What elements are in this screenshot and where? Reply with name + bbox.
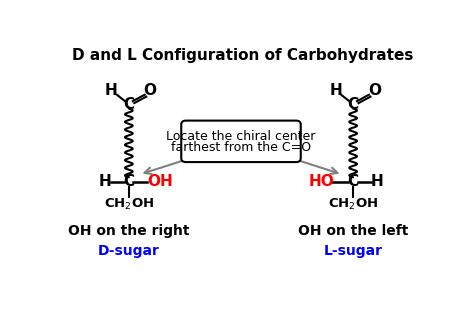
Text: farthest from the C=O: farthest from the C=O xyxy=(171,141,311,154)
Text: D-sugar: D-sugar xyxy=(98,243,160,258)
Text: O: O xyxy=(368,84,381,99)
Text: H: H xyxy=(329,84,342,99)
Text: C: C xyxy=(347,174,359,189)
Text: OH on the left: OH on the left xyxy=(298,224,408,238)
Text: OH: OH xyxy=(147,174,173,189)
Text: CH$_2$OH: CH$_2$OH xyxy=(104,196,154,211)
Text: C: C xyxy=(123,97,135,112)
Text: H: H xyxy=(99,174,111,189)
Text: C: C xyxy=(347,97,359,112)
Text: OH on the right: OH on the right xyxy=(68,224,190,238)
Text: CH$_2$OH: CH$_2$OH xyxy=(328,196,378,211)
Text: C: C xyxy=(123,174,135,189)
FancyBboxPatch shape xyxy=(181,121,301,162)
Text: D and L Configuration of Carbohydrates: D and L Configuration of Carbohydrates xyxy=(72,48,414,63)
Text: L-sugar: L-sugar xyxy=(324,243,383,258)
Text: H: H xyxy=(105,84,118,99)
Text: Locate the chiral center: Locate the chiral center xyxy=(166,130,316,143)
Text: H: H xyxy=(371,174,383,189)
Text: O: O xyxy=(144,84,156,99)
Text: HO: HO xyxy=(309,174,334,189)
